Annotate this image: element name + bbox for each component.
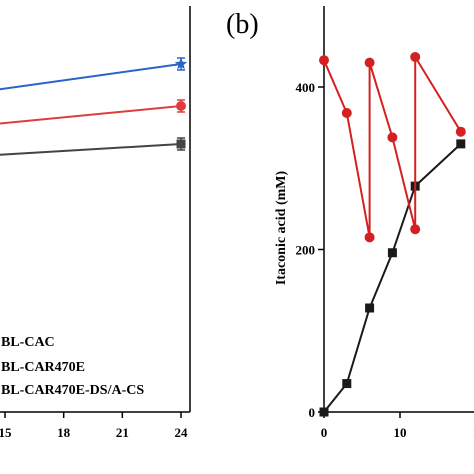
- panel-b-data-point: [387, 248, 397, 258]
- panel-a-series-line: [0, 105, 182, 125]
- panel-a-x-tick-label: 15: [0, 425, 12, 440]
- panel-b-x-tick-label: 0: [321, 425, 328, 440]
- panel-b-data-point: [342, 379, 352, 389]
- panel-a-legend-label: BL-CAR470E-DS/A-CS: [1, 383, 144, 398]
- panel-b-y-ticks: 0 200 400: [296, 80, 324, 420]
- panel-b-y-tick-label: 200: [296, 243, 316, 258]
- panel-b-series: [319, 51, 466, 417]
- panel-b-data-point: [365, 303, 375, 313]
- panel-b-data-point: [364, 232, 375, 243]
- panel-a-data-point: [176, 139, 186, 149]
- panel-b-x-tick-label: 10: [394, 425, 407, 440]
- panel-b-x-tick-label: 1: [473, 425, 474, 440]
- panel-a-legend-label: BL-CAC: [1, 335, 55, 350]
- panel-b-series-line: [323, 143, 462, 413]
- panel-a-series-line: [0, 63, 182, 91]
- panel-b-data-point: [455, 126, 466, 137]
- panel-a: 15 18 21 24 BL-CAC BL-CAR470E BL-CAR470E-DS/A…: [0, 6, 191, 440]
- panel-b-x-ticks: 0 10 1: [321, 412, 474, 440]
- panel-b-data-point: [319, 55, 329, 66]
- panel-a-data-point: [176, 101, 186, 111]
- panel-b-y-tick-label: 400: [296, 80, 316, 95]
- panel-a-legend-label: BL-CAR470E: [1, 360, 85, 375]
- panel-b-data-point: [364, 57, 375, 68]
- panel-b-label: (b): [226, 9, 259, 40]
- panel-a-x-tick-label: 21: [116, 425, 129, 440]
- panel-a-series: [0, 57, 188, 156]
- panel-b-y-tick-label: 0: [309, 405, 316, 420]
- panel-b-data-point: [341, 108, 352, 118]
- panel-a-legend: BL-CAC BL-CAR470E BL-CAR470E-DS/A-CS: [1, 335, 144, 398]
- panel-a-x-ticks: 15 18 21 24: [0, 412, 188, 440]
- panel-a-data-point: [174, 57, 188, 70]
- panel-b-data-point: [410, 51, 421, 62]
- panel-b-series-line: [323, 53, 462, 238]
- panel-b-data-point: [319, 407, 329, 417]
- panel-a-series-line: [0, 143, 182, 156]
- panel-a-x-tick-label: 18: [57, 425, 71, 440]
- panel-b: (b) Itaconic acid (mM) 0 200 400 0 10 1: [226, 6, 474, 440]
- panel-b-data-point: [387, 132, 398, 143]
- panel-a-x-tick-label: 24: [175, 425, 189, 440]
- panel-b-data-point: [456, 139, 466, 149]
- panel-b-y-axis-title: Itaconic acid (mM): [274, 171, 289, 286]
- panel-b-data-point: [410, 224, 421, 235]
